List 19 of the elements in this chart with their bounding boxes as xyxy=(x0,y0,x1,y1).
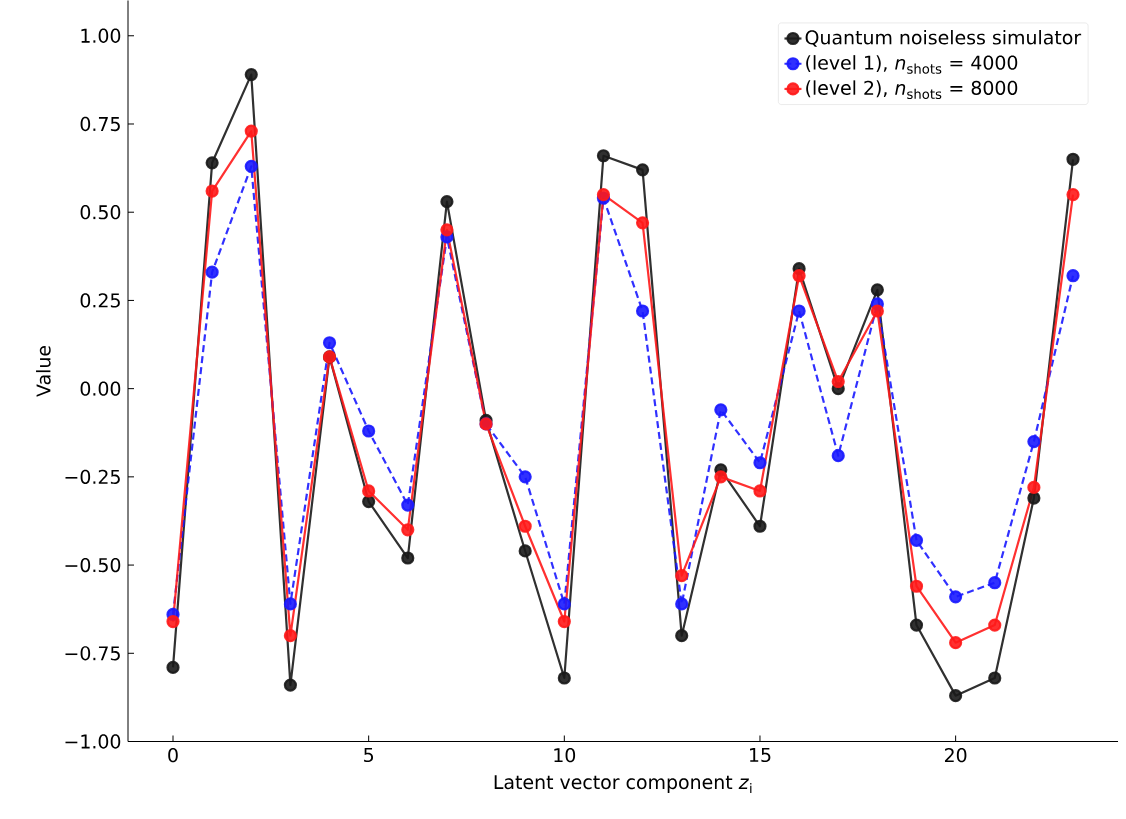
y-tick-label: 1.00 xyxy=(81,28,121,44)
y-tick-label: −1.00 xyxy=(65,734,121,749)
legend-label: (level 2), n$_{shots}$ = 8000 xyxy=(806,80,1018,100)
x-tick-label: 0 xyxy=(168,748,178,763)
x-tick-label: 5 xyxy=(364,748,374,763)
legend-label: (level 1), n$_{shots}$ = 4000 xyxy=(806,55,1018,75)
y-tick-label: −0.75 xyxy=(65,646,120,661)
y-tick-label: 0.25 xyxy=(80,293,120,308)
y-axis-title: Value xyxy=(36,346,51,398)
legend-label: Quantum noiseless simulator xyxy=(805,30,1082,47)
x-tick-label: 15 xyxy=(750,748,771,763)
x-axis-title: Latent vector component z$_{i}$ xyxy=(494,775,752,794)
y-tick-label: 0.00 xyxy=(80,381,121,397)
y-tick-label: 0.50 xyxy=(80,205,121,220)
y-tick-label: −0.50 xyxy=(65,558,121,573)
y-tick-label: −0.25 xyxy=(65,469,120,485)
x-tick-label: 10 xyxy=(554,748,576,763)
x-tick-label: 20 xyxy=(944,748,967,763)
y-tick-label: 0.75 xyxy=(80,117,120,132)
